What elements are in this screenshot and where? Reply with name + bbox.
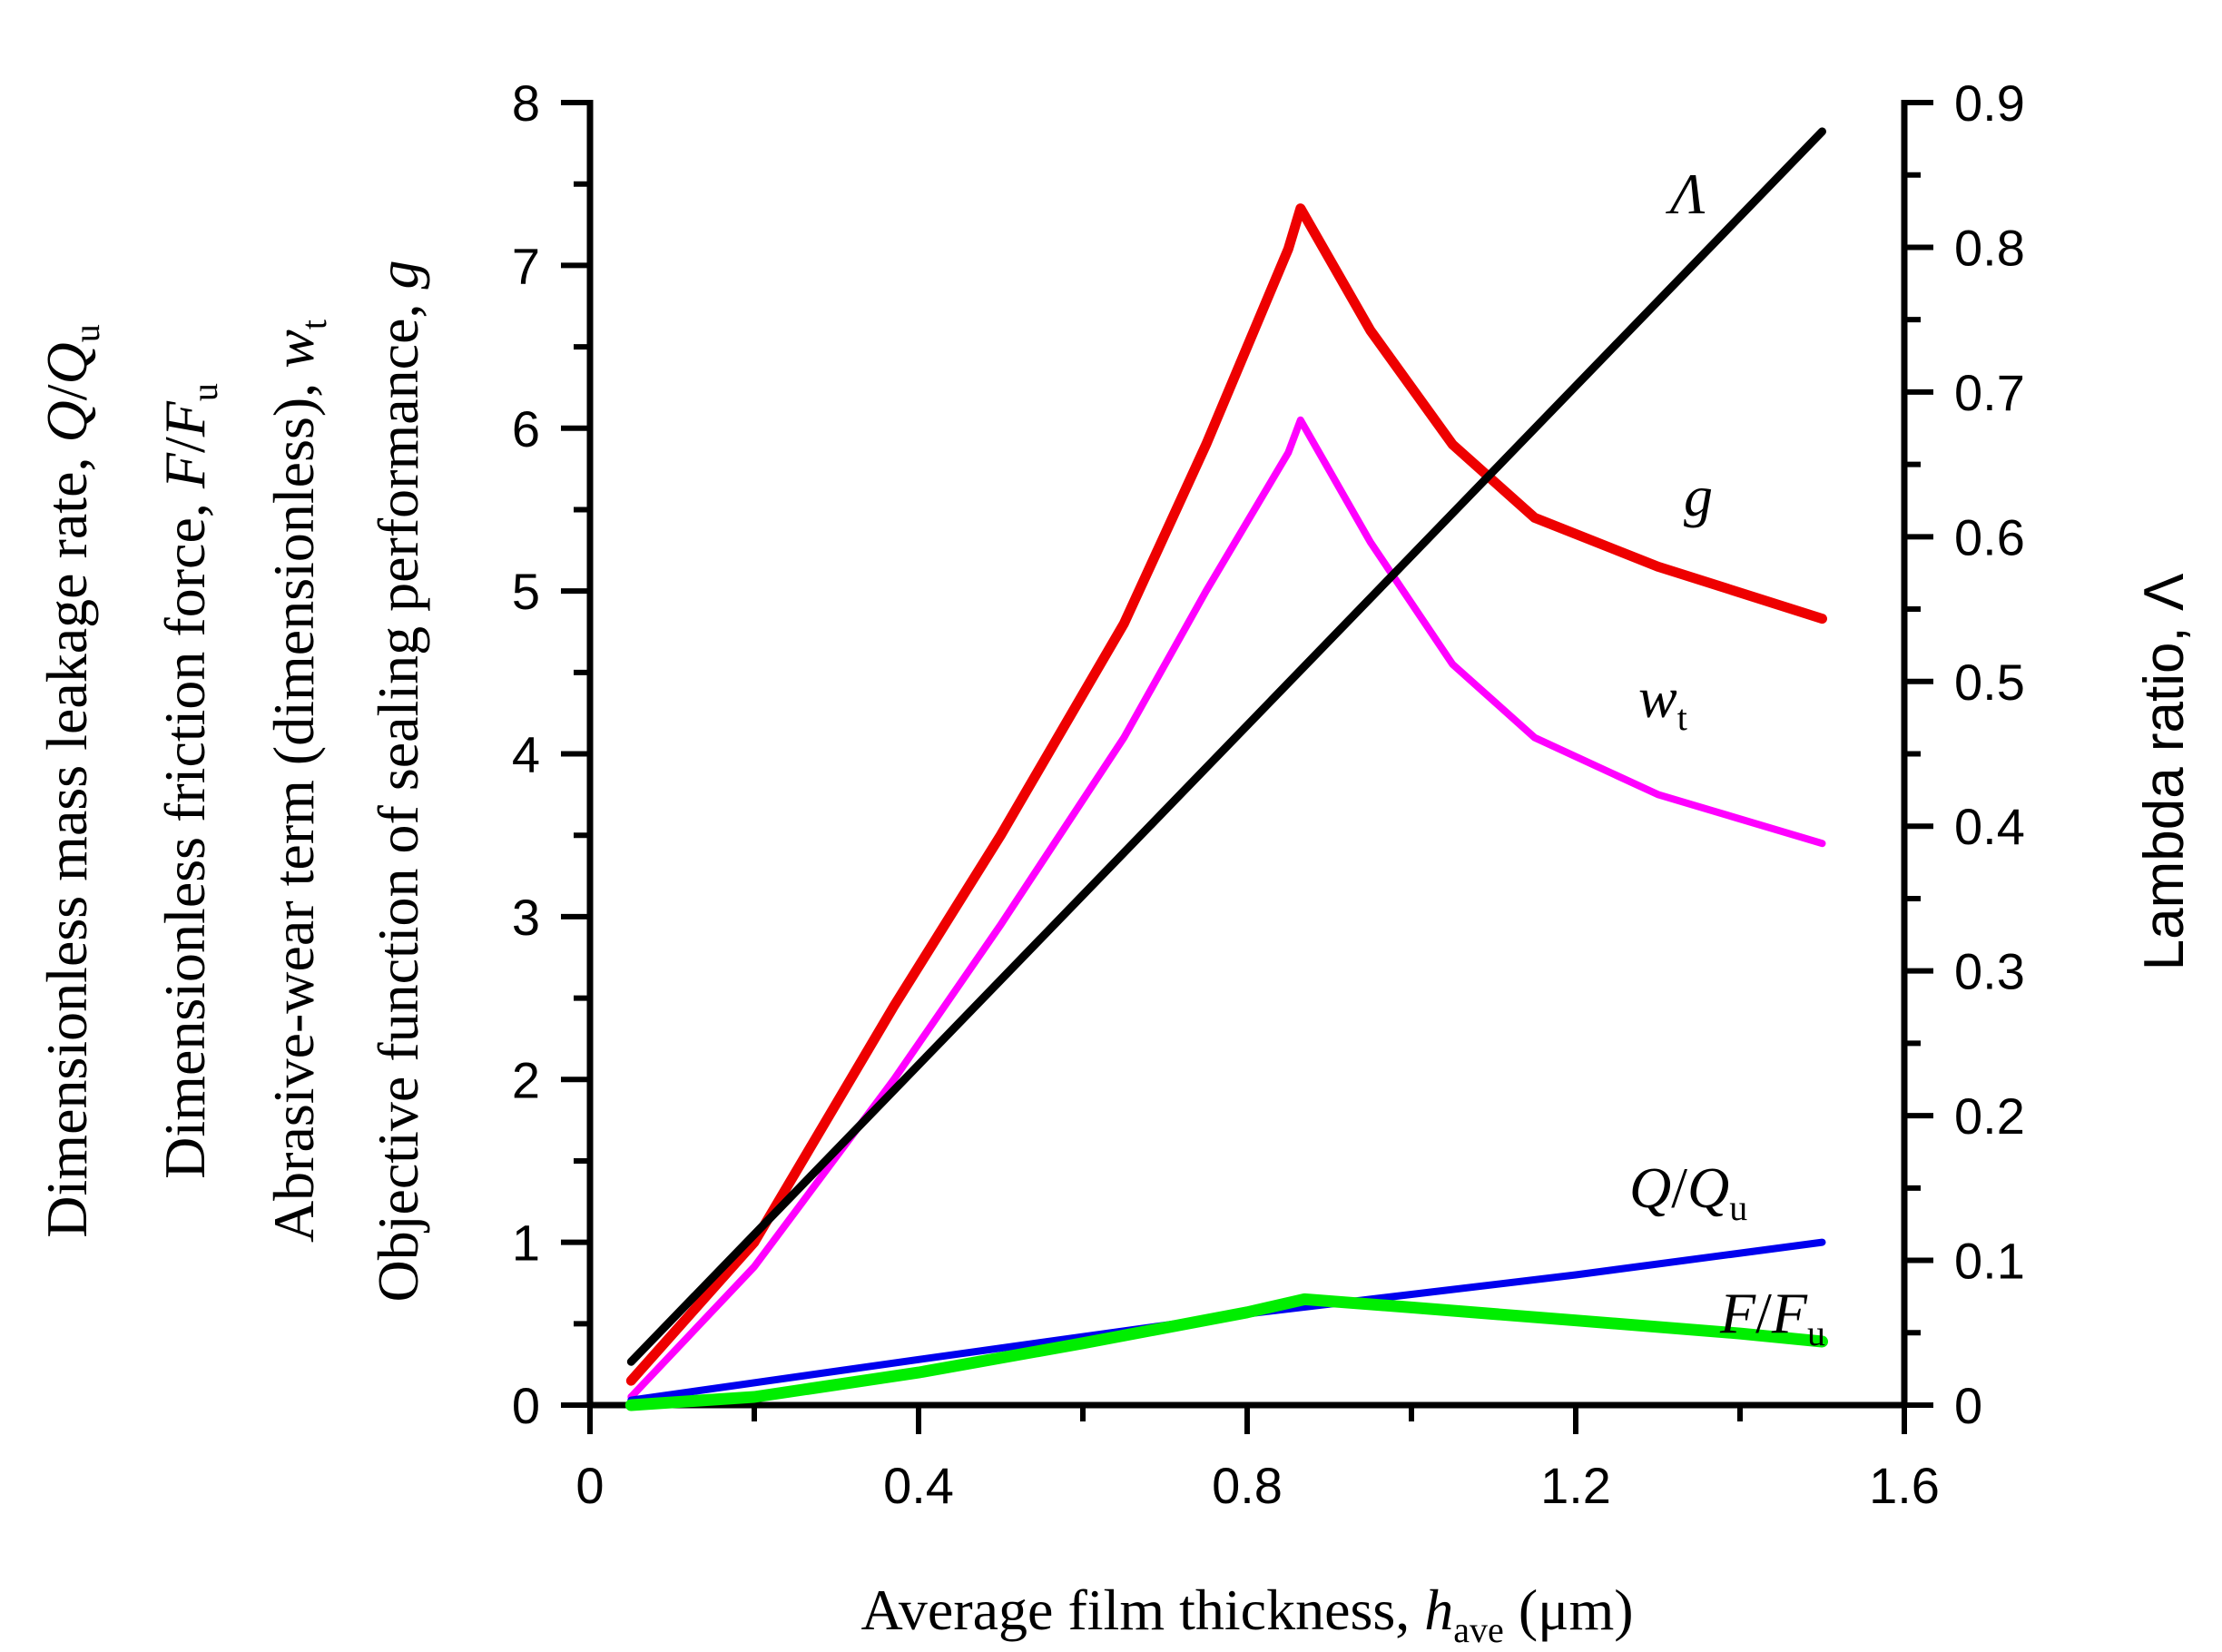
y-left-axis-title-slash: / [152, 437, 217, 453]
x-tick-label: 1.6 [1869, 1457, 1940, 1514]
y-left-tick-label: 7 [512, 237, 540, 294]
y-left-axis-title-var: Q [34, 400, 99, 442]
y-left-axis-title: Abrasive-wear term (dimensionless), wt [261, 320, 334, 1243]
y-left-tick-label: 1 [512, 1214, 540, 1272]
y-left-axis-title-text: Dimensionless mass leakage rate, [34, 443, 99, 1238]
series-label-sub: u [1807, 1313, 1825, 1353]
y-left-axis-title: Objective function of sealing performanc… [366, 261, 430, 1303]
series-label-Q/Q_u: Q/Qu [1629, 1155, 1747, 1228]
y-left-tick-label: 4 [512, 726, 540, 783]
series-label-slash: / [1671, 1155, 1687, 1220]
y-left-axis-title-text: Dimensionless friction force, [152, 488, 217, 1179]
y-left-axis-title-var: g [366, 261, 430, 290]
y-left-tick-label: 6 [512, 400, 540, 457]
y-right-axis-title-var: Λ [2133, 573, 2196, 611]
y-left-axis-title-text: Abrasive-wear term (dimensionless), [261, 369, 326, 1243]
x-tick-label: 1.2 [1540, 1457, 1611, 1514]
y-left-tick-label: 5 [512, 563, 540, 620]
series-line-Λ [626, 127, 1826, 1366]
series-label-slash: / [1755, 1281, 1772, 1345]
x-tick-label: 0 [575, 1457, 604, 1514]
y-right-tick-label: 0.1 [1954, 1233, 2025, 1290]
x-axis-title-suffix: (μm) [1504, 1578, 1634, 1642]
series-label-var: w [1638, 665, 1677, 730]
y-left-tick-label: 3 [512, 889, 540, 946]
series-label-var: Q [1629, 1155, 1671, 1220]
x-axis-title: Average film thickness, have (μm) [860, 1578, 1633, 1650]
series-line-F/F_u [624, 1293, 1828, 1411]
y-left-tick-label: 0 [512, 1377, 540, 1434]
y-left-tick-label: 2 [512, 1051, 540, 1108]
y-left-axis-title-sub: u [66, 324, 107, 342]
series-label-sub: t [1677, 697, 1687, 738]
y-right-tick-label: 0.2 [1954, 1087, 2025, 1145]
y-right-tick-label: 0 [1954, 1377, 1982, 1434]
y-left-tick-label: 8 [512, 74, 540, 132]
series-label-var2: Q [1687, 1155, 1729, 1220]
y-right-tick-label: 0.3 [1954, 943, 2025, 1000]
y-left-axis-title-sub: u [184, 383, 225, 401]
series-label-w_t: wt [1638, 665, 1687, 738]
y-left-axis-title-text: Objective function of sealing performanc… [366, 290, 430, 1303]
y-right-tick-label: 0.5 [1954, 654, 2025, 711]
y-left-axis-title-slash: / [34, 384, 99, 400]
series-label-sub: u [1729, 1187, 1747, 1228]
x-tick-label: 0.4 [883, 1457, 954, 1514]
y-left-axis-title-var2: F [152, 400, 217, 438]
y-right-tick-label: 0.8 [1954, 219, 2025, 276]
series-label-var2: F [1771, 1281, 1808, 1345]
y-right-tick-label: 0.7 [1954, 364, 2025, 421]
y-left-axis-title-var2: Q [34, 342, 99, 384]
x-tick-label: 0.8 [1212, 1457, 1283, 1514]
series-label-var: F [1719, 1281, 1756, 1345]
series-line-w_t [627, 416, 1826, 1401]
series-label-F/F_u: F/Fu [1719, 1281, 1825, 1353]
y-left-axis-title: Dimensionless mass leakage rate, Q/Qu [34, 324, 107, 1237]
y-right-tick-label: 0.6 [1954, 508, 2025, 565]
y-left-axis-title-sub: t [293, 320, 334, 329]
y-right-axis-title: Lambda ratio, Λ [2133, 573, 2196, 970]
series-label-var: Λ [1666, 162, 1706, 226]
series-line-g [625, 203, 1827, 1386]
x-axis-title-text: Average film thickness, [860, 1578, 1424, 1642]
y-left-axis-title: Dimensionless friction force, F/Fu [152, 383, 225, 1179]
x-axis-title-sub: ave [1453, 1609, 1504, 1650]
y-left-axis-title-var: w [261, 329, 326, 369]
y-right-tick-label: 0.4 [1954, 798, 2025, 855]
x-axis-title-var: h [1424, 1578, 1453, 1642]
y-right-axis-title-text: Lambda ratio, [2133, 611, 2196, 970]
series-label-var: g [1684, 464, 1713, 528]
series-label-g: g [1684, 464, 1713, 528]
y-right-tick-label: 0.9 [1954, 74, 2025, 132]
series-label-Λ: Λ [1666, 162, 1706, 226]
y-left-axis-title-var: F [152, 452, 217, 489]
